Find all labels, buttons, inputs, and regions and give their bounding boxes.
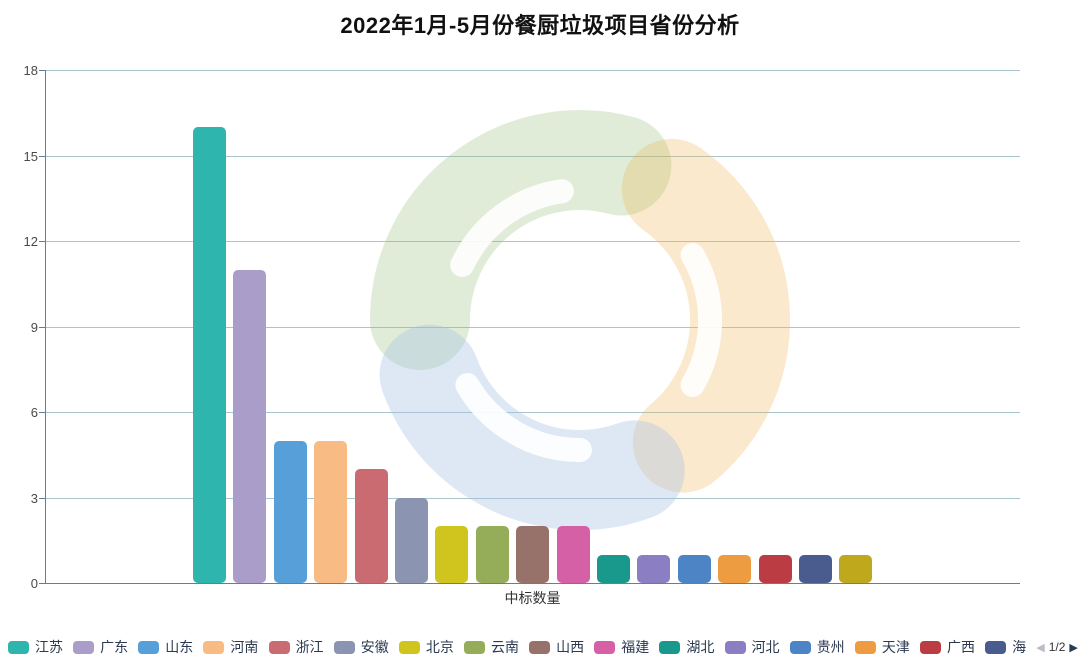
legend-swatch-广东 xyxy=(73,640,95,654)
legend-item-贵州[interactable]: 贵州 xyxy=(789,637,845,657)
bar-河南[interactable] xyxy=(314,440,348,583)
bar-贵州[interactable] xyxy=(677,554,711,583)
bar-山西[interactable] xyxy=(516,526,550,583)
y-tick-0 xyxy=(39,583,45,584)
y-axis-label-9: 9 xyxy=(30,319,38,335)
legend-swatch-海 xyxy=(985,640,1007,654)
y-tick-12 xyxy=(39,241,45,242)
bar-江苏[interactable] xyxy=(193,127,226,583)
legend-item-河北[interactable]: 河北 xyxy=(724,637,780,657)
legend-label-贵州: 贵州 xyxy=(816,639,845,655)
y-tick-6 xyxy=(39,412,45,413)
y-axis-label-6: 6 xyxy=(30,405,38,420)
legend: 江苏 广东 山东 河南 浙江 安徽 北京 云南 山西 福建 湖北 河北 贵州 天津 广西 海 ◀ 1/2 ▶ xyxy=(8,636,1078,658)
y-tick-9 xyxy=(39,326,45,328)
legend-label-福建: 福建 xyxy=(621,639,650,655)
legend-label-河北: 河北 xyxy=(751,639,780,655)
legend-prev-page-icon[interactable]: ◀ xyxy=(1036,641,1045,654)
legend-label-江苏: 江苏 xyxy=(35,639,63,655)
bar-unlabeled-17[interactable] xyxy=(839,554,873,583)
bar-山东[interactable] xyxy=(273,440,307,583)
legend-swatch-广西 xyxy=(919,640,941,654)
legend-item-福建[interactable]: 福建 xyxy=(594,637,649,657)
legend-item-云南[interactable]: 云南 xyxy=(463,637,519,657)
legend-item-河南[interactable]: 河南 xyxy=(203,637,258,657)
legend-label-广东: 广东 xyxy=(100,639,129,655)
gridline-6 xyxy=(45,412,1020,413)
gridline-15 xyxy=(45,155,1020,157)
legend-swatch-北京 xyxy=(398,640,420,654)
legend-item-江苏[interactable]: 江苏 xyxy=(8,637,63,657)
legend-next-page-icon[interactable]: ▶ xyxy=(1069,641,1078,654)
legend-label-河南: 河南 xyxy=(230,639,259,655)
gridline-9 xyxy=(45,326,1020,328)
legend-swatch-河南 xyxy=(203,640,225,654)
legend-swatch-天津 xyxy=(854,640,876,654)
legend-page-indicator: 1/2 xyxy=(1048,640,1066,654)
legend-swatch-河北 xyxy=(724,640,746,654)
y-axis-label-18: 18 xyxy=(23,63,38,78)
legend-label-安徽: 安徽 xyxy=(360,639,389,655)
bar-广西[interactable] xyxy=(758,554,792,583)
legend-item-浙江[interactable]: 浙江 xyxy=(268,637,324,657)
legend-swatch-山东 xyxy=(138,640,160,654)
legend-swatch-江苏 xyxy=(8,640,29,654)
bar-安徽[interactable] xyxy=(395,497,428,583)
legend-label-广西: 广西 xyxy=(946,639,975,655)
x-axis-title: 中标数量 xyxy=(504,590,561,606)
legend-label-山东: 山东 xyxy=(165,639,194,655)
legend-label-山西: 山西 xyxy=(556,639,585,655)
bar-海[interactable] xyxy=(799,554,832,583)
gridline-18 xyxy=(45,70,1020,71)
legend-swatch-山西 xyxy=(529,640,551,654)
bar-浙江[interactable] xyxy=(354,469,388,583)
y-tick-18 xyxy=(39,70,45,71)
gridline-12 xyxy=(45,241,1020,242)
y-axis-label-12: 12 xyxy=(23,234,38,249)
bar-北京[interactable] xyxy=(435,526,469,583)
legend-label-浙江: 浙江 xyxy=(295,639,324,655)
legend-swatch-贵州 xyxy=(789,640,811,654)
legend-label-海: 海 xyxy=(1012,639,1027,655)
chart-title: 2022年1月-5月份餐厨垃圾项目省份分析 xyxy=(340,13,740,38)
three-leaf-logo-watermark-icon xyxy=(370,110,790,531)
legend-item-广东[interactable]: 广东 xyxy=(73,637,128,657)
legend-item-山东[interactable]: 山东 xyxy=(138,637,193,657)
gridline-3 xyxy=(45,497,1020,499)
y-axis-line xyxy=(45,70,46,584)
legend-item-广西[interactable]: 广西 xyxy=(919,637,975,657)
legend-label-云南: 云南 xyxy=(490,639,519,655)
legend-item-北京[interactable]: 北京 xyxy=(398,637,454,657)
bar-福建[interactable] xyxy=(556,526,590,583)
legend-label-湖北: 湖北 xyxy=(686,639,715,655)
legend-swatch-湖北 xyxy=(659,640,681,654)
legend-swatch-云南 xyxy=(463,640,485,654)
x-axis-line xyxy=(45,583,1020,584)
legend-swatch-安徽 xyxy=(333,640,355,654)
y-tick-3 xyxy=(39,497,45,499)
legend-swatch-浙江 xyxy=(268,640,290,654)
legend-pager: ◀ 1/2 ▶ xyxy=(1036,640,1078,654)
legend-label-天津: 天津 xyxy=(881,639,910,655)
bar-河北[interactable] xyxy=(637,554,671,583)
y-axis-label-3: 3 xyxy=(30,490,38,506)
legend-item-天津[interactable]: 天津 xyxy=(854,637,910,657)
bar-天津[interactable] xyxy=(718,554,752,583)
y-tick-15 xyxy=(39,155,45,157)
y-axis-label-15: 15 xyxy=(23,148,38,164)
bar-云南[interactable] xyxy=(475,526,509,583)
legend-label-北京: 北京 xyxy=(425,639,454,655)
bar-湖北[interactable] xyxy=(597,554,630,583)
y-axis-label-0: 0 xyxy=(30,576,38,591)
legend-swatch-福建 xyxy=(594,640,616,654)
legend-item-安徽[interactable]: 安徽 xyxy=(333,637,389,657)
bar-广东[interactable] xyxy=(233,269,267,583)
legend-item-湖北[interactable]: 湖北 xyxy=(659,637,714,657)
legend-item-海[interactable]: 海 xyxy=(985,637,1026,657)
legend-item-山西[interactable]: 山西 xyxy=(529,637,584,657)
